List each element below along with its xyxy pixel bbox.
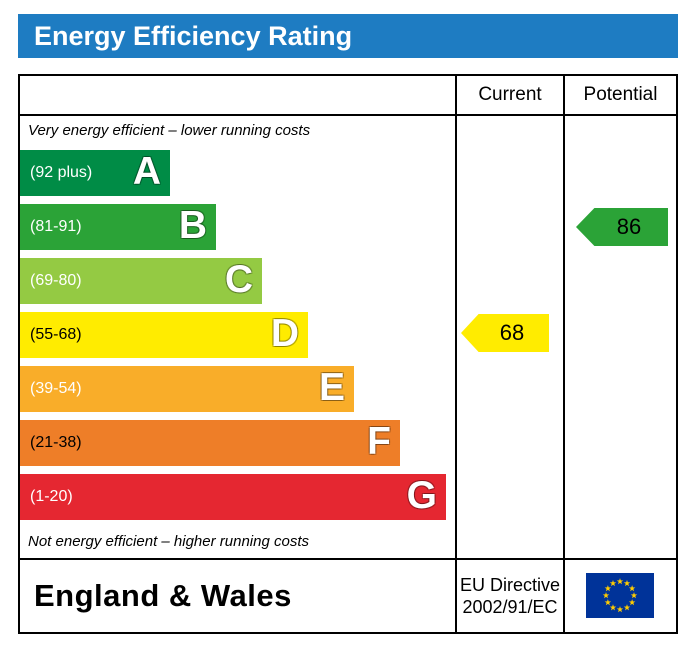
- band-e-range: (39-54): [30, 380, 82, 397]
- rating-chart: Current Potential Very energy efficient …: [18, 74, 678, 634]
- column-divider-current: [455, 76, 457, 632]
- band-e-letter: E: [318, 366, 345, 409]
- current-rating-value: 68: [499, 320, 525, 345]
- title-bar: Energy Efficiency Rating: [18, 14, 678, 58]
- band-g-range: (1-20): [30, 488, 73, 505]
- band-b-letter: B: [178, 204, 207, 247]
- column-header-potential: Potential: [583, 84, 658, 105]
- band-f: (21-38) F: [20, 420, 400, 466]
- footer-divider-line: [20, 558, 676, 560]
- bottom-note: Not energy efficient – higher running co…: [28, 533, 309, 550]
- band-a-letter: A: [132, 150, 161, 193]
- potential-rating-value: 86: [616, 214, 642, 239]
- current-rating-arrow: 68: [461, 314, 549, 352]
- band-a-range: (92 plus): [30, 164, 93, 181]
- band-b-range: (81-91): [30, 218, 82, 235]
- band-f-letter: F: [367, 420, 391, 463]
- footer-region-label: England & Wales: [34, 578, 292, 613]
- band-d-letter: D: [270, 312, 299, 355]
- band-c: (69-80) C: [20, 258, 262, 304]
- band-g-letter: G: [406, 474, 437, 517]
- eu-flag-icon: [586, 573, 654, 618]
- band-c-range: (69-80): [30, 272, 82, 289]
- eu-directive-line1: EU Directive: [459, 575, 561, 595]
- column-header-current: Current: [478, 84, 542, 105]
- band-b: (81-91) B: [20, 204, 216, 250]
- header-divider-line: [20, 114, 676, 116]
- band-a: (92 plus) A: [20, 150, 170, 196]
- column-divider-potential: [563, 76, 565, 632]
- band-e: (39-54) E: [20, 366, 354, 412]
- potential-rating-arrow: 86: [576, 208, 668, 246]
- band-d: (55-68) D: [20, 312, 308, 358]
- band-f-range: (21-38): [30, 434, 82, 451]
- band-d-range: (55-68): [30, 326, 82, 343]
- band-g: (1-20) G: [20, 474, 446, 520]
- eu-directive-text: EU Directive 2002/91/EC: [457, 560, 563, 632]
- top-note: Very energy efficient – lower running co…: [28, 122, 311, 139]
- eu-directive-line2: 2002/91/EC: [462, 597, 558, 617]
- page-title: Energy Efficiency Rating: [34, 20, 353, 51]
- band-c-letter: C: [224, 258, 253, 301]
